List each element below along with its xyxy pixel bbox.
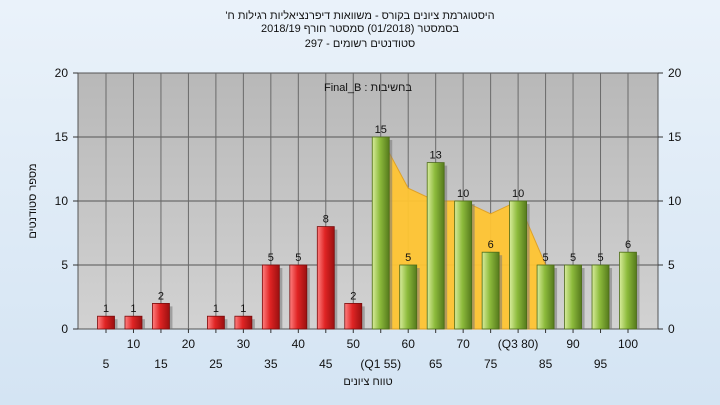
x-tick-label-85: 85 — [539, 357, 553, 371]
x-tick-label-5: 5 — [103, 357, 110, 371]
data-label-100: 6 — [625, 239, 631, 251]
chart-title-line-1: היסטוגרמת ציונים בקורס - משוואות דיפרנצי… — [225, 10, 495, 22]
chart-title-line-3: סטודנטים רשומים - 297 — [304, 38, 416, 50]
bar-75 — [481, 251, 500, 330]
x-tick-label-75: 75 — [484, 357, 498, 371]
data-label-85: 5 — [543, 252, 549, 264]
y-axis-label: מספר סטודנטים — [27, 163, 39, 238]
data-label-35: 5 — [268, 252, 274, 264]
bar-80 — [509, 200, 528, 330]
data-label-30: 1 — [240, 303, 246, 315]
bar-70 — [454, 200, 473, 330]
y-tick-label-right: 20 — [668, 66, 682, 80]
x-axis-label: טווח ציונים — [343, 376, 392, 388]
y-tick-label-left: 10 — [55, 194, 69, 208]
bar-90 — [564, 264, 582, 330]
data-label-25: 1 — [213, 303, 219, 315]
bar-5 — [97, 315, 115, 330]
bar-85 — [536, 264, 555, 330]
x-tick-label-50: 50 — [347, 337, 361, 351]
data-label-90: 5 — [570, 252, 576, 264]
y-tick-label-right: 5 — [668, 258, 675, 272]
data-label-95: 5 — [597, 252, 603, 264]
bar-65 — [426, 162, 445, 330]
x-tick-label-60: 60 — [402, 337, 416, 351]
y-tick-label-left: 15 — [55, 130, 69, 144]
bar-40 — [289, 264, 308, 330]
data-label-80: 10 — [512, 188, 524, 200]
bar-30 — [234, 315, 253, 330]
data-label-55: 15 — [375, 124, 387, 136]
x-tick-label-55: (Q1 55) — [360, 357, 401, 371]
data-label-70: 10 — [457, 188, 469, 200]
x-tick-label-70: 70 — [456, 337, 470, 351]
y-tick-label-right: 10 — [668, 194, 682, 208]
bar-100 — [619, 251, 637, 330]
y-tick-label-right: 15 — [668, 130, 682, 144]
x-tick-label-10: 10 — [127, 337, 141, 351]
data-label-10: 1 — [130, 303, 136, 315]
x-tick-label-20: 20 — [182, 337, 196, 351]
bar-25 — [206, 315, 225, 330]
x-tick-label-90: 90 — [566, 337, 580, 351]
data-label-15: 2 — [158, 290, 164, 302]
x-tick-label-45: 45 — [319, 357, 333, 371]
x-tick-label-25: 25 — [209, 357, 223, 371]
bar-95 — [591, 264, 610, 330]
bar-35 — [261, 264, 280, 330]
x-tick-label-15: 15 — [154, 357, 168, 371]
x-tick-label-80: (Q3 80) — [498, 337, 539, 351]
data-label-60: 5 — [405, 252, 411, 264]
x-tick-label-35: 35 — [264, 357, 278, 371]
x-tick-label-100: 100 — [618, 337, 638, 351]
bar-50 — [344, 302, 363, 330]
x-tick-label-65: 65 — [429, 357, 443, 371]
chart-title-line-2: בסמסטר (01/2018) סמסטר חורף 2018/19 — [260, 23, 460, 35]
bar-10 — [124, 315, 143, 330]
data-label-50: 2 — [350, 290, 356, 302]
x-tick-label-95: 95 — [594, 357, 608, 371]
data-label-5: 1 — [103, 303, 109, 315]
bar-45 — [316, 226, 335, 330]
bar-60 — [399, 264, 418, 330]
data-label-45: 8 — [323, 214, 329, 226]
y-tick-label-left: 5 — [61, 258, 68, 272]
y-tick-label-right: 0 — [668, 322, 675, 336]
y-tick-label-left: 0 — [61, 322, 68, 336]
data-label-40: 5 — [295, 252, 301, 264]
data-label-75: 6 — [488, 239, 494, 251]
data-label-65: 13 — [430, 150, 442, 162]
x-tick-label-40: 40 — [292, 337, 306, 351]
bar-15 — [152, 302, 170, 330]
plot-annotation: בחשיבות : Final_B — [324, 82, 412, 94]
x-tick-label-30: 30 — [237, 337, 251, 351]
bar-55 — [371, 136, 390, 330]
y-tick-label-left: 20 — [55, 66, 69, 80]
